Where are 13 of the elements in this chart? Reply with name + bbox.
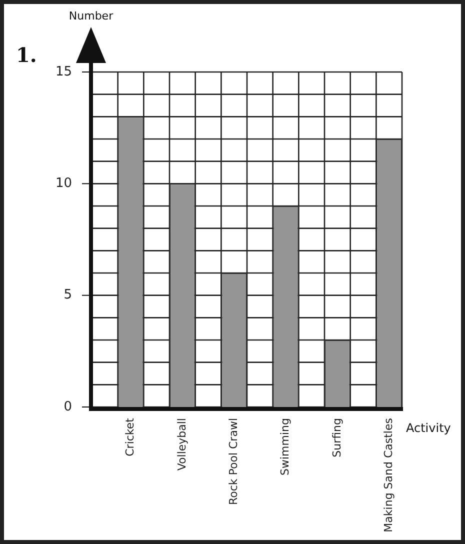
x-tick-label: Swimming [278, 418, 292, 476]
y-axis-title: Number [68, 9, 114, 22]
x-tick-label: Making Sand Castles [382, 418, 395, 532]
y-tick-label: 10 [55, 176, 72, 192]
x-axis-title: Activity [406, 421, 451, 436]
x-tick-label: Rock Pool Crawl [226, 418, 240, 506]
y-tick-label: 15 [55, 64, 72, 80]
x-tick-label: Cricket [124, 417, 137, 456]
x-tick-label: Volleyball [175, 418, 188, 471]
y-tick-label: 0 [64, 399, 72, 414]
y-tick-label: 5 [64, 288, 72, 303]
x-tick-label: Surfing [330, 418, 344, 458]
text: 1. [16, 43, 37, 67]
